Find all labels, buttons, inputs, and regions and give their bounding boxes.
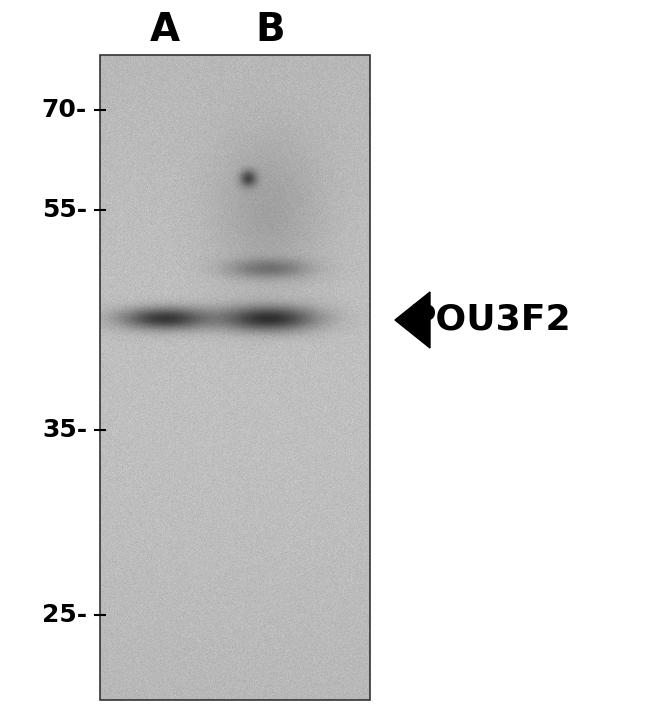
Bar xyxy=(100,55,370,700)
Text: A: A xyxy=(150,11,180,49)
Text: 25-: 25- xyxy=(42,603,87,627)
Text: B: B xyxy=(255,11,285,49)
Text: 55-: 55- xyxy=(42,198,87,222)
Text: 35-: 35- xyxy=(42,418,87,442)
Text: POU3F2: POU3F2 xyxy=(410,303,571,337)
Polygon shape xyxy=(395,292,430,348)
Text: 70-: 70- xyxy=(42,98,87,122)
